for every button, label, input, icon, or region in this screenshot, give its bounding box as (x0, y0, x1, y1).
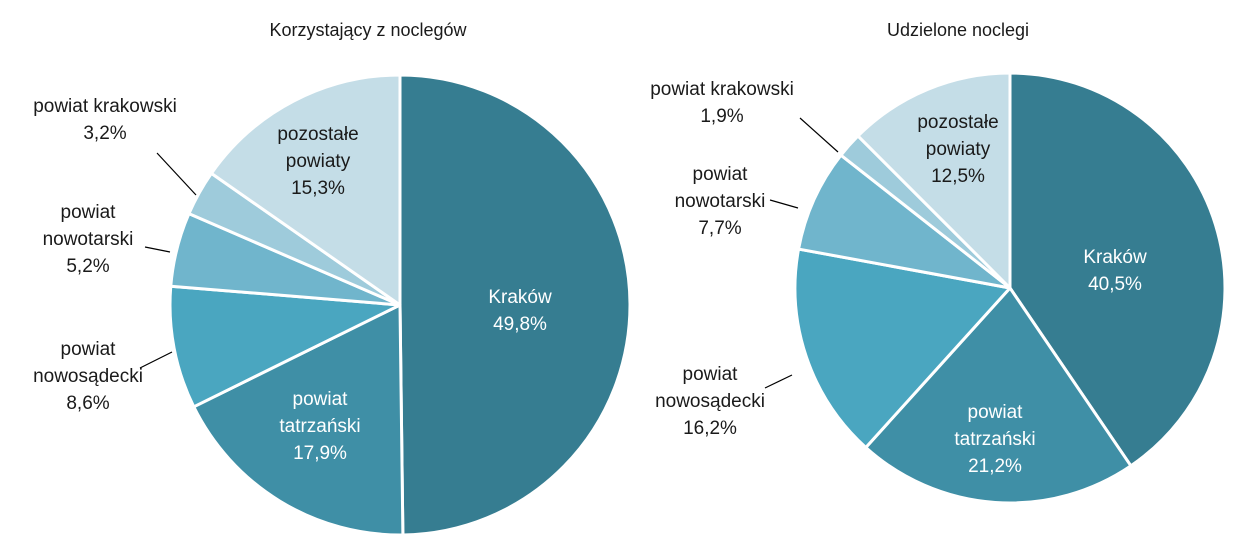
pie-slice (793, 247, 1012, 449)
pie-slice (209, 73, 402, 307)
value-label: 40,5% (1088, 274, 1142, 295)
leader-line (144, 246, 171, 253)
pie-slice (797, 153, 1012, 290)
slice-label: Kraków (488, 287, 552, 308)
slice-label: pozostałe powiaty (917, 112, 998, 160)
value-label: 5,2% (66, 256, 109, 277)
value-label: 17,9% (293, 443, 347, 464)
value-label: 3,2% (83, 123, 126, 144)
chart-title: Udzielone noclegi (887, 20, 1029, 40)
slice-label: pozostałe powiaty (277, 124, 358, 172)
value-label: 21,2% (968, 456, 1022, 477)
pie-slice (192, 303, 405, 536)
chart-title: Korzystający z noclegów (269, 20, 467, 40)
slice-label: powiat nowosądecki (33, 339, 143, 387)
slice-label: powiat nowotarski (43, 202, 134, 250)
value-label: 15,3% (291, 178, 345, 199)
slice-label: Kraków (1083, 247, 1147, 268)
slice-label: powiat krakowski (33, 96, 177, 117)
slice-label: powiat krakowski (650, 79, 794, 100)
pie-slice (1008, 71, 1227, 468)
pie-slice (856, 71, 1012, 290)
leader-line (156, 152, 197, 196)
pie-slice (398, 73, 632, 536)
leader-line (764, 374, 793, 389)
pie-slice (168, 284, 402, 409)
value-label: 1,9% (700, 106, 743, 127)
value-label: 7,7% (698, 218, 741, 239)
slice-label: powiat nowotarski (675, 164, 766, 212)
value-label: 16,2% (683, 418, 737, 439)
leader-line (769, 199, 799, 209)
slice-label: powiat tatrzański (279, 389, 360, 437)
value-label: 49,8% (493, 314, 547, 335)
slice-label: powiat nowosądecki (655, 364, 765, 412)
value-label: 8,6% (66, 393, 109, 414)
slice-label: powiat tatrzański (954, 402, 1035, 450)
value-label: 12,5% (931, 166, 985, 187)
pie-slice (864, 286, 1133, 505)
leader-line (139, 351, 173, 369)
leader-line (799, 117, 839, 153)
